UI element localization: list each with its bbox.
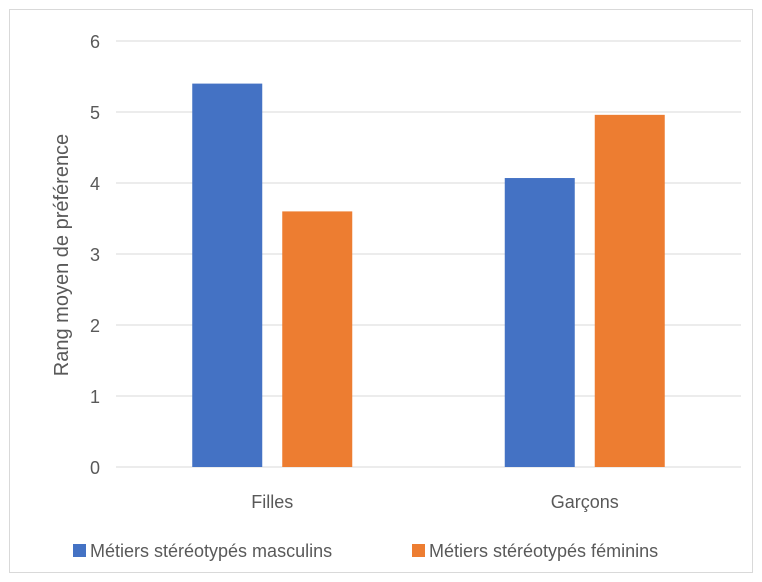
legend-swatch — [412, 544, 425, 557]
y-axis-label: Rang moyen de préférence — [51, 134, 73, 376]
y-tick-label: 4 — [90, 174, 100, 194]
bar-feminins-1 — [594, 114, 665, 467]
bars — [192, 83, 665, 467]
bar-feminins-0 — [282, 211, 353, 467]
y-tick-label: 1 — [90, 387, 100, 407]
legend: Métiers stéréotypés masculins Métiers sté… — [73, 541, 658, 561]
y-tick-label: 3 — [90, 245, 100, 265]
y-tick-label: 5 — [90, 103, 100, 123]
x-tick-label: Garçons — [551, 492, 619, 512]
bar-masculins-1 — [504, 178, 575, 467]
y-tick-label: 2 — [90, 316, 100, 336]
bar-masculins-0 — [192, 83, 263, 467]
y-axis-tick-labels: 0 1 2 3 4 5 6 — [90, 32, 100, 478]
legend-label: Métiers stéréotypés masculins — [90, 541, 332, 561]
y-tick-label: 0 — [90, 458, 100, 478]
legend-label: Métiers stéréotypés féminins — [429, 541, 658, 561]
legend-swatch — [73, 544, 86, 557]
x-tick-label: Filles — [251, 492, 293, 512]
y-tick-label: 6 — [90, 32, 100, 52]
x-axis-tick-labels: Filles Garçons — [251, 492, 619, 512]
